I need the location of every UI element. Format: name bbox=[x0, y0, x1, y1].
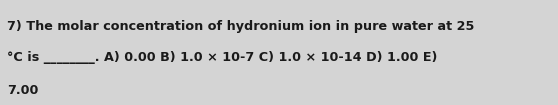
Text: °C is ________. A) 0.00 B) 1.0 × 10-7 C) 1.0 × 10-14 D) 1.00 E): °C is ________. A) 0.00 B) 1.0 × 10-7 C)… bbox=[7, 51, 437, 64]
Text: 7) The molar concentration of hydronium ion in pure water at 25: 7) The molar concentration of hydronium … bbox=[7, 20, 475, 33]
Text: 7.00: 7.00 bbox=[7, 84, 39, 97]
